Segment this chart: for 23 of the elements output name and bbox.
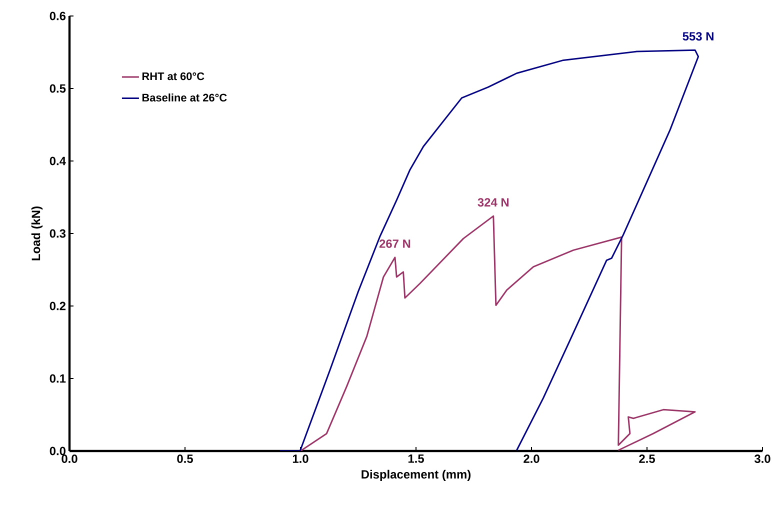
x-axis-title: Displacement (mm) (362, 470, 471, 481)
x-tick-label: 0.5 (177, 454, 193, 463)
y-tick-label: 0.5 (50, 84, 66, 93)
line-series (279, 49, 700, 451)
y-tick-label: 0.2 (50, 302, 66, 310)
line-series (300, 215, 696, 451)
y-axis-title: Load (kN) (31, 206, 43, 260)
x-tick-label: 2.5 (639, 454, 655, 463)
y-tick-label: 0.4 (50, 156, 66, 166)
y-tick-label: 0.1 (50, 374, 66, 383)
legend-label: Baseline at 26°C (142, 93, 227, 102)
x-tick-label: 2.0 (524, 454, 540, 463)
y-tick-label: 0.6 (50, 12, 66, 20)
x-tick-label: 1.0 (292, 454, 308, 463)
annotation: 267 N (379, 239, 410, 248)
x-tick-label: 1.5 (408, 454, 424, 463)
legend-label: RHT at 60°C (142, 72, 204, 80)
y-tick-label: 0.0 (50, 446, 66, 456)
annotation: 324 N (478, 198, 509, 207)
y-tick-label: 0.3 (50, 229, 66, 238)
x-tick-label: 3.0 (754, 454, 770, 463)
annotation: 553 N (682, 32, 714, 41)
x-tick-label: 0.0 (62, 454, 78, 463)
